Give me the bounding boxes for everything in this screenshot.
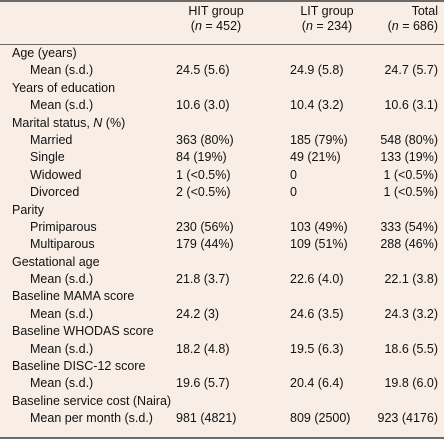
header-total-label: Total <box>411 4 438 18</box>
hit-value: 10.6 (3.0) <box>176 98 230 113</box>
table-row: Mean (s.d.) 18.2 (4.8) 19.5 (6.3) 18.6 (5.5… <box>0 341 444 358</box>
row-label: Multiparous <box>30 237 95 252</box>
table-row: Age (years) <box>0 45 444 62</box>
row-label: Years of education <box>12 80 116 95</box>
row-label: Gestational age <box>12 254 100 269</box>
header-total: Total (n = 686) <box>370 4 438 34</box>
lit-value: 10.4 (3.2) <box>290 98 344 113</box>
total-value: 1 (<0.5%) <box>383 185 438 200</box>
row-label: Marital status, N (%) <box>12 115 126 130</box>
lit-value: 185 (79%) <box>290 132 348 147</box>
row-label: Baseline MAMA score <box>12 289 135 304</box>
row-label: Baseline WHODAS score <box>12 324 154 339</box>
total-value: 923 (4176) <box>377 411 438 426</box>
lit-value: 0 <box>290 185 297 200</box>
total-value: 19.8 (6.0) <box>384 376 438 391</box>
row-label: Mean (s.d.) <box>30 376 94 391</box>
table-body: Age (years) Mean (s.d.) 24.5 (5.6) 24.9 (5.… <box>0 45 444 428</box>
hit-value: 1 (<0.5%) <box>176 167 231 182</box>
row-label: Baseline service cost (Naira) <box>12 393 172 408</box>
header-hit-label: HIT group <box>188 4 244 18</box>
total-value: 548 (80%) <box>380 132 438 147</box>
table-row: Baseline service cost (Naira) <box>0 393 444 410</box>
hit-value: 19.6 (5.7) <box>176 376 230 391</box>
header-hit-n: (n = 452) <box>190 19 242 33</box>
total-value: 18.6 (5.5) <box>384 341 438 356</box>
total-value: 1 (<0.5%) <box>383 167 438 182</box>
table-row: Widowed 1 (<0.5%) 0 1 (<0.5%) <box>0 167 444 184</box>
row-label: Mean (s.d.) <box>30 306 94 321</box>
hit-value: 24.2 (3) <box>176 306 220 321</box>
hit-value: 18.2 (4.8) <box>176 341 230 356</box>
header-lit-n: (n = 234) <box>301 19 353 33</box>
lit-value: 49 (21%) <box>290 150 341 165</box>
lit-value: 24.6 (3.5) <box>290 306 344 321</box>
hit-value: 981 (4821) <box>176 411 237 426</box>
row-label: Mean per month (s.d.) <box>30 411 153 426</box>
hit-value: 363 (80%) <box>176 132 234 147</box>
bottom-rule <box>0 437 444 439</box>
table-row: Gestational age <box>0 254 444 271</box>
hit-value: 24.5 (5.6) <box>176 63 230 78</box>
table-row: Marital status, N (%) <box>0 115 444 132</box>
header-lit-label: LIT group <box>300 4 354 18</box>
table-row: Mean (s.d.) 19.6 (5.7) 20.4 (6.4) 19.8 (6.0… <box>0 375 444 392</box>
table-row: Baseline WHODAS score <box>0 323 444 340</box>
table-row: Mean (s.d.) 21.8 (3.7) 22.6 (4.0) 22.1 (3.8… <box>0 271 444 288</box>
table-row: Primiparous 230 (56%) 103 (49%) 333 (54%) <box>0 219 444 236</box>
lit-value: 22.6 (4.0) <box>290 272 344 287</box>
lit-value: 103 (49%) <box>290 219 348 234</box>
table-row: Parity <box>0 202 444 219</box>
row-label: Mean (s.d.) <box>30 98 94 113</box>
lit-value: 20.4 (6.4) <box>290 376 344 391</box>
row-label: Baseline DISC-12 score <box>12 359 146 374</box>
top-rule <box>0 0 444 2</box>
row-label: Age (years) <box>12 46 77 60</box>
total-value: 24.7 (5.7) <box>384 63 438 78</box>
total-value: 288 (46%) <box>380 237 438 252</box>
header-rule <box>0 44 444 45</box>
total-value: 133 (19%) <box>380 150 438 165</box>
row-label: Divorced <box>30 185 80 200</box>
hit-value: 179 (44%) <box>176 237 234 252</box>
row-label: Widowed <box>30 167 82 182</box>
row-label: Primiparous <box>30 219 97 234</box>
lit-value: 809 (2500) <box>290 411 351 426</box>
table-row: Years of education <box>0 80 444 97</box>
total-value: 24.3 (3.2) <box>384 306 438 321</box>
table-row: Baseline MAMA score <box>0 288 444 305</box>
row-label: Mean (s.d.) <box>30 272 94 287</box>
total-value: 333 (54%) <box>380 219 438 234</box>
total-value: 10.6 (3.1) <box>384 98 438 113</box>
header-total-n: (n = 686) <box>387 19 438 33</box>
row-label: Parity <box>12 202 44 217</box>
table-row: Baseline DISC-12 score <box>0 358 444 375</box>
lit-value: 109 (51%) <box>290 237 348 252</box>
hit-value: 84 (19%) <box>176 150 227 165</box>
hit-value: 2 (<0.5%) <box>176 185 231 200</box>
hit-value: 21.8 (3.7) <box>176 272 230 287</box>
table-row: Multiparous 179 (44%) 109 (51%) 288 (46%) <box>0 236 444 253</box>
header-hit-group: HIT group (n = 452) <box>170 4 262 34</box>
hit-value: 230 (56%) <box>176 219 234 234</box>
lit-value: 24.9 (5.8) <box>290 63 344 78</box>
row-label: Married <box>30 132 73 147</box>
table-row: Divorced 2 (<0.5%) 0 1 (<0.5%) <box>0 184 444 201</box>
lit-value: 0 <box>290 167 297 182</box>
row-label: Mean (s.d.) <box>30 63 94 78</box>
header-lit-group: LIT group (n = 234) <box>286 4 368 34</box>
table-row: Mean (s.d.) 10.6 (3.0) 10.4 (3.2) 10.6 (3.1… <box>0 97 444 114</box>
row-label: Single <box>30 150 65 165</box>
table-row: Mean (s.d.) 24.5 (5.6) 24.9 (5.8) 24.7 (5.7… <box>0 62 444 79</box>
table-row: Married 363 (80%) 185 (79%) 548 (80%) <box>0 132 444 149</box>
total-value: 22.1 (3.8) <box>384 272 438 287</box>
table-row: Mean (s.d.) 24.2 (3) 24.6 (3.5) 24.3 (3.2) <box>0 306 444 323</box>
row-label: Mean (s.d.) <box>30 341 94 356</box>
lit-value: 19.5 (6.3) <box>290 341 344 356</box>
table-row: Single 84 (19%) 49 (21%) 133 (19%) <box>0 149 444 166</box>
table-row: Mean per month (s.d.) 981 (4821) 809 (2500… <box>0 410 444 427</box>
